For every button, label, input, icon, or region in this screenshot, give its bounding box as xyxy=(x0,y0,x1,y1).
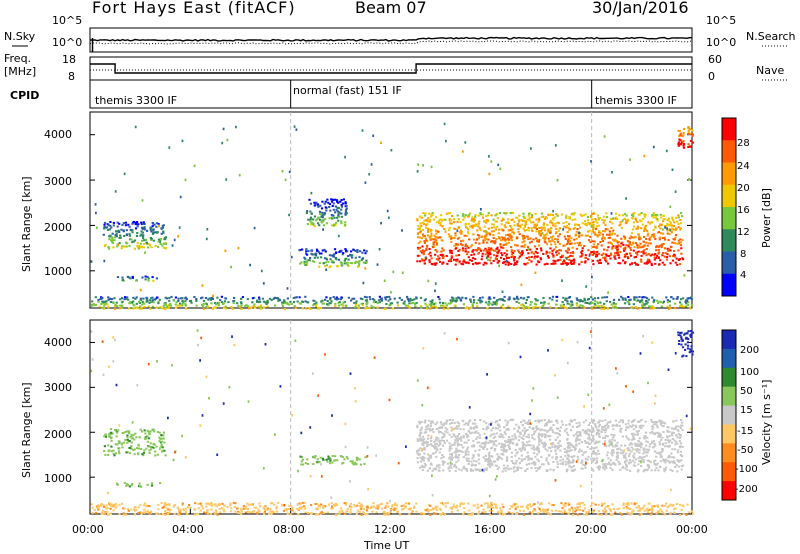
power-ytick-2000: 2000 xyxy=(44,221,72,234)
vel-cbar-tick-m200: -200 xyxy=(735,484,758,495)
date-title: 30/Jan/2016 xyxy=(592,0,689,17)
power-colorbar-cell xyxy=(722,118,736,141)
power-echo-region-3 xyxy=(298,248,368,269)
power-colorbar-frame xyxy=(721,117,737,297)
power-colorbar-cell xyxy=(722,251,736,275)
cpid-label: CPID xyxy=(10,89,40,102)
power-echo-region-5 xyxy=(416,211,685,266)
power-cbar-tick-8: 8 xyxy=(740,249,747,260)
vel-ytick-1000: 1000 xyxy=(44,472,72,485)
cpid-segment-3: themis 3300 IF xyxy=(595,94,678,107)
velocity-echo-region-6 xyxy=(90,501,695,516)
power-colorbar-cell xyxy=(722,207,736,230)
power-cbar-tick-16: 16 xyxy=(737,205,750,216)
velocity-colorbar-cell xyxy=(722,367,736,388)
velocity-echo-region-3 xyxy=(299,455,367,466)
xtick-0000: 00:00 xyxy=(72,523,104,536)
xtick-0800: 08:00 xyxy=(273,523,305,536)
nsky-tick-top: 10^5 xyxy=(52,14,83,27)
vel-cbar-tick-15: 15 xyxy=(740,405,753,416)
station-title: Fort Hays East (fitACF) xyxy=(92,0,296,17)
xaxis-label: Time UT xyxy=(364,539,410,552)
velocity-colorbar-cell xyxy=(722,405,736,425)
beam-title: Beam 07 xyxy=(355,0,427,17)
nsky-label: N.Sky xyxy=(4,30,36,43)
nave-label: Nave xyxy=(756,64,785,77)
velocity-echo-region-2 xyxy=(116,481,162,488)
nsearch-tick-top: 10^5 xyxy=(706,14,737,27)
vel-cbar-tick-m100: -100 xyxy=(735,464,758,475)
freq-series xyxy=(90,63,692,74)
velocity-scattered-echoes xyxy=(90,329,692,507)
power-echo-region-1 xyxy=(102,220,168,250)
power-scattered-echoes xyxy=(90,122,691,298)
power-colorbar-cell xyxy=(722,184,736,208)
power-cbar-tick-12: 12 xyxy=(737,227,750,238)
nave-tick-bottom: 0 xyxy=(708,70,715,83)
vel-cbar-tick-m15: -15 xyxy=(737,426,754,437)
velocity-colorbar-cell xyxy=(722,443,736,463)
velocity-echo-region-1 xyxy=(103,428,167,457)
vel-ytick-4000: 4000 xyxy=(44,336,72,349)
freq-panel-frame xyxy=(89,56,693,81)
velocity-colorbar-cell xyxy=(722,386,736,407)
velocity-colorbar-cell xyxy=(722,424,736,444)
cpid-segment-1: themis 3300 IF xyxy=(95,94,178,107)
freq-tick-bottom: 8 xyxy=(68,70,75,83)
power-cbar-tick-24: 24 xyxy=(737,161,750,172)
power-cbar-tick-28: 28 xyxy=(737,138,750,149)
velocity-colorbar-cell xyxy=(722,330,736,350)
velocity-echo-region-5 xyxy=(677,329,695,358)
cpid-panel-frame xyxy=(89,79,693,109)
nsky-tick-bottom: 10^0 xyxy=(52,36,83,49)
velocity-colorbar-cell xyxy=(722,348,736,369)
nave-tick-top: 60 xyxy=(708,53,722,66)
freq-tick-top: 18 xyxy=(62,53,76,66)
vel-ytick-3000: 3000 xyxy=(44,381,72,394)
velocity-colorbar-frame xyxy=(721,329,737,501)
vel-cbar-tick-50: 50 xyxy=(740,386,753,397)
power-panel-frame xyxy=(89,111,693,309)
velocity-colorbar-cell xyxy=(722,462,736,482)
xtick-0400: 04:00 xyxy=(172,523,204,536)
nsearch-label: N.Search xyxy=(746,30,796,43)
vel-cbar-tick-m50: -50 xyxy=(737,445,754,456)
power-echo-region-2 xyxy=(116,275,158,282)
xtick-2400: 00:00 xyxy=(676,523,708,536)
power-colorbar-cell xyxy=(722,273,736,297)
nsearch-tick-bottom: 10^0 xyxy=(706,36,737,49)
power-ytick-3000: 3000 xyxy=(44,175,72,188)
nsky-series xyxy=(89,36,693,42)
velocity-colorbar-cell xyxy=(722,481,736,501)
velocity-panel-frame xyxy=(89,319,693,515)
xtick-1600: 16:00 xyxy=(474,523,506,536)
cpid-segment-2: normal (fast) 151 IF xyxy=(293,84,402,97)
power-colorbar-cell xyxy=(722,162,736,186)
power-cbar-tick-4: 4 xyxy=(740,270,747,281)
power-echo-region-7 xyxy=(90,295,694,310)
freq-label-2: [MHz] xyxy=(4,65,37,78)
vel-cbar-tick-100: 100 xyxy=(740,367,760,378)
vel-cbar-tick-200: 200 xyxy=(740,345,760,356)
power-colorbar-cell xyxy=(722,229,736,252)
xtick-2000: 20:00 xyxy=(575,523,607,536)
freq-label-1: Freq. xyxy=(4,52,32,65)
power-echo-region-6 xyxy=(677,126,695,149)
power-colorbar-cell xyxy=(722,140,736,163)
velocity-echo-region-4 xyxy=(416,418,685,473)
power-echo-region-4 xyxy=(305,198,348,228)
power-ytick-1000: 1000 xyxy=(44,265,72,278)
xtick-1200: 12:00 xyxy=(374,523,406,536)
power-ytick-4000: 4000 xyxy=(44,128,72,141)
power-cbar-tick-20: 20 xyxy=(737,183,750,194)
vel-ytick-2000: 2000 xyxy=(44,428,72,441)
